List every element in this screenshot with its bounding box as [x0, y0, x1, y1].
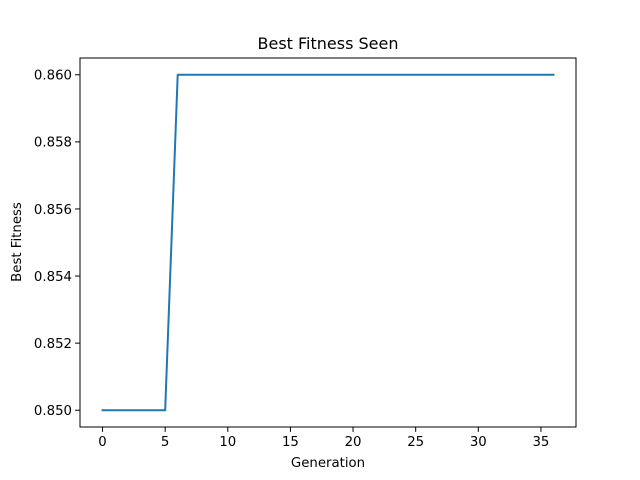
y-tick-label: 0.856 [34, 203, 72, 218]
x-axis-label: Generation [291, 456, 365, 471]
x-tick-label: 0 [98, 435, 106, 450]
x-tick-label: 10 [219, 435, 236, 450]
x-tick-label: 15 [282, 435, 299, 450]
chart-title: Best Fitness Seen [258, 34, 399, 53]
x-tick-label: 35 [532, 435, 549, 450]
x-tick-label: 25 [407, 435, 424, 450]
plot-area [101, 73, 555, 412]
y-tick-label: 0.854 [34, 270, 72, 285]
x-tick-label: 20 [345, 435, 362, 450]
y-tick-label: 0.858 [34, 136, 72, 151]
series-line [101, 73, 555, 412]
y-tick-label: 0.852 [34, 337, 72, 352]
y-axis-label: Best Fitness [10, 202, 25, 282]
y-tick-label: 0.850 [34, 404, 72, 419]
x-tick-label: 5 [161, 435, 169, 450]
axis-ticks: 0 5 10 15 20 25 30 35 0.850 0.852 0.854 0.856 0.858 0… [34, 69, 549, 450]
y-tick-label: 0.860 [34, 69, 72, 84]
plot-frame [79, 57, 577, 428]
x-tick-label: 30 [470, 435, 487, 450]
